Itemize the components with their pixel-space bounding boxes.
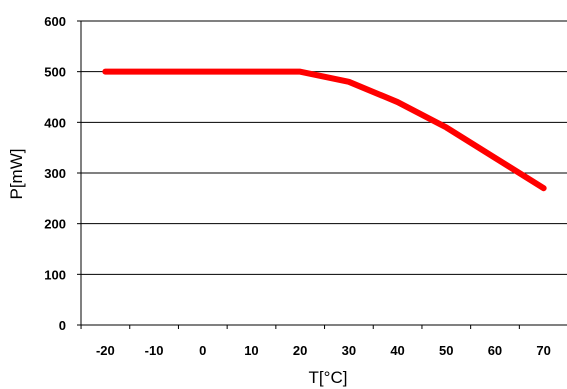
x-tick-label: 10 xyxy=(244,343,258,358)
x-axis-label: T[°C] xyxy=(309,368,348,387)
y-tick-label: 400 xyxy=(44,115,66,130)
y-tick-label: 600 xyxy=(44,14,66,29)
x-tick-label: 30 xyxy=(342,343,356,358)
x-tick-label: 60 xyxy=(488,343,502,358)
y-tick-label: 300 xyxy=(44,166,66,181)
x-tick-label: 70 xyxy=(536,343,550,358)
y-tick-label: 100 xyxy=(44,267,66,282)
y-tick-label: 500 xyxy=(44,65,66,80)
gridlines xyxy=(81,20,567,275)
x-tick-label: -10 xyxy=(145,343,164,358)
y-tick-label: 200 xyxy=(44,217,66,232)
series-line xyxy=(102,68,547,192)
series-group xyxy=(102,68,547,192)
x-tick-label: 40 xyxy=(390,343,404,358)
x-tick-label: -20 xyxy=(96,343,115,358)
x-tick-labels: -20 -10 0 10 20 30 40 50 60 70 xyxy=(80,325,551,358)
y-tick-labels: 0 100 200 300 400 500 600 xyxy=(44,14,81,333)
x-tick-label: 0 xyxy=(199,343,206,358)
y-tick-label: 0 xyxy=(59,318,66,333)
x-tick-label: 50 xyxy=(439,343,453,358)
y-axis-label: P[mW] xyxy=(7,149,26,200)
x-tick-label: 20 xyxy=(293,343,307,358)
